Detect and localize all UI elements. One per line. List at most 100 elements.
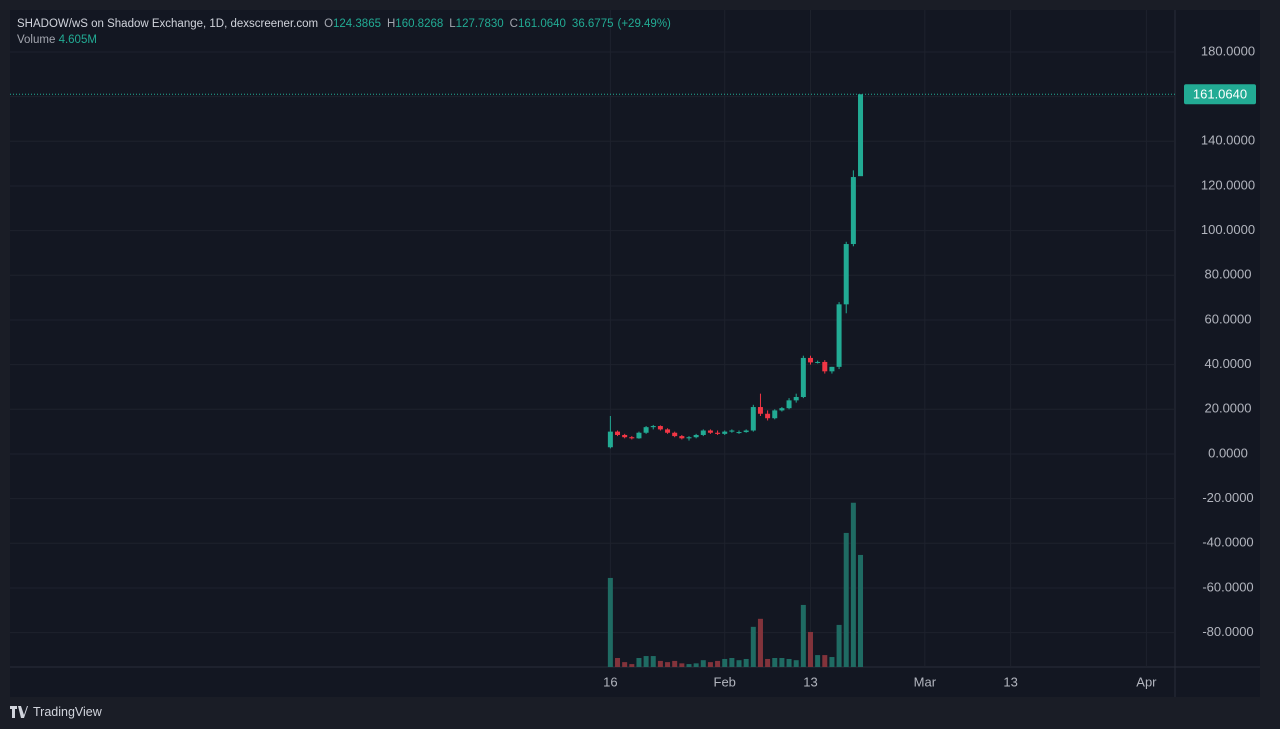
x-tick-label: Mar <box>914 674 937 689</box>
volume-bar <box>850 502 856 667</box>
y-tick-label: 140.0000 <box>1201 133 1255 148</box>
volume-bar <box>700 660 706 667</box>
legend: SHADOW/wS on Shadow Exchange, 1D, dexscr… <box>17 16 671 48</box>
last-price-label: 161.0640 <box>1193 87 1247 102</box>
volume-bar <box>636 657 642 667</box>
candle-body <box>765 413 771 419</box>
y-tick-label: -60.0000 <box>1202 579 1253 594</box>
volume-bar <box>836 624 842 667</box>
footer: TradingView <box>10 705 102 719</box>
candle-body <box>650 426 656 428</box>
chart-panel <box>10 10 1260 697</box>
candle-body <box>615 431 621 435</box>
candle-body <box>815 361 821 363</box>
candle-body <box>807 357 813 363</box>
x-tick-label: 16 <box>603 674 617 689</box>
volume-value: 4.605M <box>58 34 97 46</box>
candle-body <box>715 432 721 434</box>
candle-body <box>743 430 749 433</box>
volume-bar <box>693 663 699 667</box>
volume-bar <box>815 655 821 667</box>
legend-key: L <box>449 18 456 30</box>
volume-bar <box>765 658 771 667</box>
legend-row: SHADOW/wS on Shadow Exchange, 1D, dexscr… <box>17 16 671 32</box>
y-tick-label: 180.0000 <box>1201 43 1255 58</box>
x-tick-label: 13 <box>803 674 817 689</box>
legend-change-percent: (+29.49%) <box>617 18 671 30</box>
volume-bar <box>657 660 663 667</box>
volume-bar <box>793 660 799 667</box>
volume-bar <box>822 655 828 667</box>
volume-name: Volume <box>17 34 56 46</box>
candle-body <box>822 361 828 372</box>
volume-bar <box>629 664 635 667</box>
volume-bar <box>686 664 692 667</box>
candle-body <box>750 407 756 431</box>
candle-body <box>800 357 806 398</box>
candle-body <box>679 436 685 439</box>
candle-body <box>779 408 785 411</box>
volume-bar <box>772 657 778 667</box>
y-tick-label: -20.0000 <box>1202 490 1253 505</box>
legend-value: 127.7830 <box>455 18 504 30</box>
volume-bar <box>715 660 721 667</box>
candle-body <box>858 94 864 177</box>
brand: TradingView <box>33 705 102 719</box>
candle-body <box>757 407 763 414</box>
legend-key: C <box>509 18 518 30</box>
volume-bar <box>858 554 864 667</box>
volume-bar <box>622 662 628 667</box>
volume-bar <box>736 660 742 667</box>
brand-logo <box>10 706 28 718</box>
volume-bar <box>807 631 813 667</box>
volume-bar <box>843 532 849 667</box>
y-tick-label: 20.0000 <box>1205 401 1252 416</box>
volume-bar <box>650 656 656 667</box>
y-tick-label: 120.0000 <box>1201 177 1255 192</box>
candle-body <box>793 397 799 401</box>
legend-key: O <box>324 18 334 30</box>
candle-body <box>829 366 835 372</box>
legend-value: 161.0640 <box>517 18 566 30</box>
volume-bar <box>729 657 735 667</box>
y-tick-label: -80.0000 <box>1202 624 1253 639</box>
y-tick-label: 0.0000 <box>1208 445 1248 460</box>
candle-body <box>700 430 706 435</box>
candle-body <box>729 430 735 432</box>
x-tick-label: 13 <box>1003 674 1017 689</box>
y-tick-label: -40.0000 <box>1202 535 1253 550</box>
legend-key: H <box>386 18 396 30</box>
candle-body <box>622 434 628 438</box>
legend-title: SHADOW/wS on Shadow Exchange, 1D, dexscr… <box>17 18 319 30</box>
volume-bar <box>800 604 806 667</box>
candle-body <box>707 430 713 433</box>
candle-body <box>772 410 778 419</box>
volume-bar <box>672 660 678 667</box>
volume-bar <box>786 658 792 667</box>
candle-body <box>786 400 792 409</box>
candle-body <box>643 427 649 433</box>
y-tick-label: 40.0000 <box>1205 356 1252 371</box>
volume-bar <box>707 662 713 667</box>
candle-body <box>736 432 742 434</box>
volume-bar <box>643 656 649 667</box>
candle-body <box>836 304 842 367</box>
volume-bar <box>665 662 671 667</box>
volume-bar <box>757 618 763 667</box>
volume-bar <box>607 577 613 667</box>
volume-bar <box>779 657 785 667</box>
volume-bar <box>722 658 728 667</box>
legend-row: Volume 4.605M <box>17 32 671 48</box>
candle-body <box>657 426 663 430</box>
candle-body <box>665 429 671 433</box>
candle-body <box>686 437 692 439</box>
y-tick-label: 100.0000 <box>1201 222 1255 237</box>
x-tick-label: Apr <box>1136 674 1157 689</box>
x-tick-label: Feb <box>714 674 736 689</box>
legend-value: 160.8268 <box>395 18 444 30</box>
candle-body <box>693 434 699 438</box>
volume-bar <box>679 663 685 667</box>
candle-body <box>629 437 635 439</box>
volume-bar <box>743 658 749 667</box>
